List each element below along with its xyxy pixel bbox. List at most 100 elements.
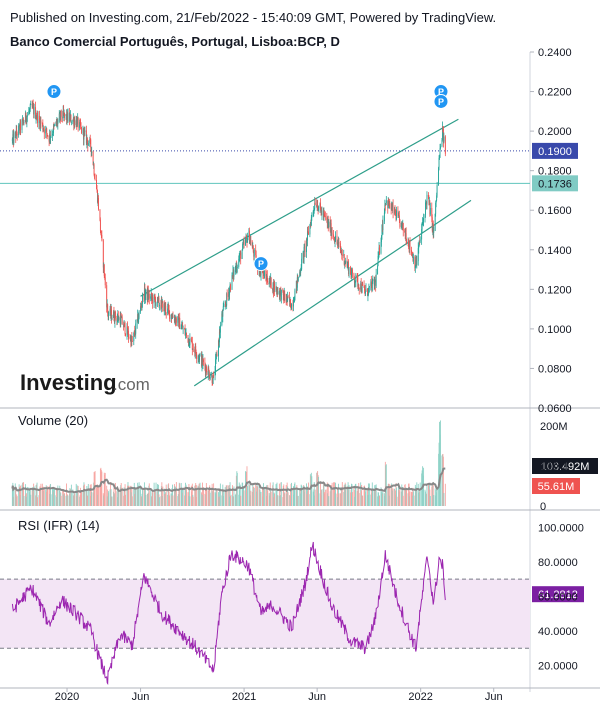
candle-body [442, 128, 444, 142]
candle-body [67, 113, 69, 122]
price-candle [416, 255, 418, 269]
candle-body [345, 260, 347, 263]
price-candle [28, 108, 30, 115]
candle-body [340, 249, 342, 252]
candle-body [38, 115, 40, 120]
candle-body [209, 376, 211, 379]
volume-bar [222, 496, 224, 506]
candle-body [307, 231, 308, 241]
candle-body [421, 223, 423, 230]
price-candle [102, 238, 104, 273]
volume-bar [307, 486, 308, 506]
volume-bar [194, 485, 196, 506]
candle-body [207, 368, 209, 375]
price-candle [361, 281, 363, 294]
candle-body [202, 359, 204, 365]
volume-bar [309, 494, 311, 506]
price-candle [303, 243, 305, 264]
candle-body [333, 236, 335, 240]
price-candle [292, 299, 294, 312]
price-candle [212, 375, 214, 385]
candle-body [312, 210, 314, 215]
candle-body [157, 297, 158, 303]
price-candle [312, 210, 314, 218]
candle-body [443, 136, 445, 142]
volume-bar [367, 495, 369, 506]
candle-body [324, 215, 326, 217]
price-candle [18, 124, 20, 127]
volume-bar [145, 495, 147, 506]
price-candle [49, 129, 51, 144]
volume-bar [202, 482, 203, 506]
candle-body [126, 326, 128, 335]
volume-bar [96, 485, 98, 506]
candle-body [267, 281, 269, 285]
candle-body [152, 297, 154, 304]
volume-bar [334, 492, 336, 506]
volume-bar [429, 489, 431, 506]
candle-body [375, 280, 377, 286]
candle-body [57, 120, 59, 125]
volume-bar [394, 488, 395, 506]
price-candle [14, 131, 16, 139]
price-candle [179, 312, 181, 330]
candle-body [248, 230, 250, 238]
candle-body [151, 293, 153, 299]
logo-main: Investing [20, 370, 117, 395]
volume-bar [158, 494, 160, 506]
volume-bar [397, 496, 399, 506]
volume-bar [338, 493, 340, 506]
candle-body [199, 353, 201, 356]
price-candle [80, 119, 82, 130]
candle-body [287, 295, 289, 298]
volume-bar [394, 490, 396, 506]
candle-body [47, 135, 49, 137]
price-candle [235, 262, 237, 273]
price-candle [441, 137, 443, 148]
price-candle [333, 230, 335, 240]
volume-bar [294, 482, 296, 506]
candle-body [385, 202, 387, 205]
volume-bar [347, 482, 349, 506]
volume-bar [228, 484, 230, 506]
volume-bar [137, 486, 139, 506]
price-candle [178, 313, 180, 328]
volume-bar [435, 489, 437, 506]
candle-body [116, 318, 118, 321]
volume-bar [239, 484, 241, 506]
price-candle [163, 302, 165, 316]
volume-bar [196, 485, 198, 506]
volume-bar [79, 494, 81, 506]
price-candle [161, 297, 163, 308]
candle-body [396, 210, 397, 220]
volume-bar [346, 486, 348, 506]
volume-bar [150, 497, 152, 506]
volume-bar [175, 487, 177, 506]
price-candle [116, 313, 118, 325]
price-candle [219, 329, 221, 335]
price-candle [99, 217, 101, 234]
volume-bar [289, 495, 291, 506]
volume-bar [59, 492, 61, 506]
volume-bar [197, 485, 199, 506]
price-candle [415, 254, 417, 268]
volume-bar [188, 483, 190, 506]
price-candle [60, 110, 62, 121]
price-candle [174, 316, 176, 327]
candle-body [249, 239, 251, 241]
volume-bar [154, 490, 156, 506]
candle-body [300, 269, 302, 271]
volume-bar [353, 487, 355, 506]
volume-bar [293, 494, 295, 506]
price-candle [284, 290, 286, 303]
price-candle [391, 201, 393, 211]
price-candle [440, 143, 441, 150]
candle-body [422, 221, 424, 223]
price-candle [55, 121, 57, 127]
candle-body [66, 114, 67, 120]
candle-body [357, 284, 359, 287]
candle-body [313, 208, 315, 210]
candle-body [189, 338, 191, 346]
price-candle [398, 212, 400, 216]
candle-body [87, 143, 89, 146]
